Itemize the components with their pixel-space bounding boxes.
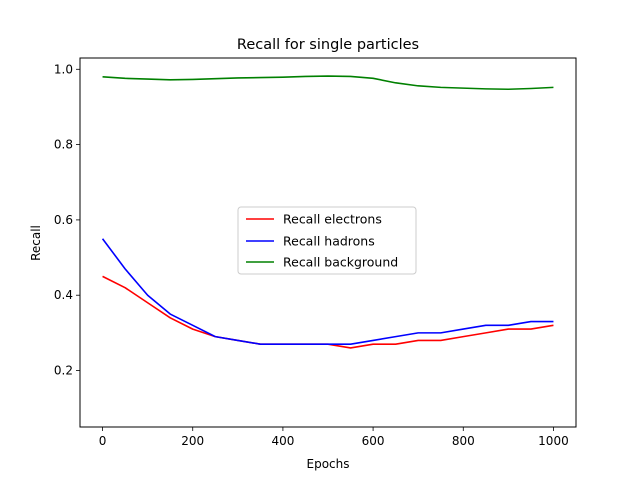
series-line-2 (102, 75, 554, 91)
x-tick-label: 600 (362, 434, 385, 448)
x-tick-label: 400 (271, 434, 294, 448)
x-tick-label: 1000 (538, 434, 569, 448)
x-tick-label: 200 (181, 434, 204, 448)
y-tick-label: 0.8 (54, 138, 73, 152)
y-axis-label: Recall (29, 225, 43, 261)
x-tick-label: 0 (99, 434, 107, 448)
plot-frame (79, 57, 577, 428)
legend-box (237, 206, 417, 275)
x-tick-label: 800 (452, 434, 475, 448)
chart-title: Recall for single particles (237, 37, 419, 53)
legend-label-hadrons: Recall hadrons (283, 234, 375, 249)
series-line-1 (101, 238, 554, 345)
x-axis: 0 200 400 600 800 1000 (99, 427, 569, 448)
y-tick-label: 0.2 (54, 364, 73, 378)
y-axis: 0.2 0.4 0.6 0.8 1.0 (54, 62, 80, 378)
legend-label-electrons: Recall electrons (283, 212, 382, 227)
legend: Recall electrons Recall hadrons Recall b… (237, 206, 417, 275)
plot-lines (101, 75, 554, 349)
x-axis-label: Epochs (307, 457, 350, 471)
legend-label-background: Recall background (283, 255, 398, 270)
y-tick-label: 1.0 (54, 62, 73, 76)
y-tick-label: 0.4 (54, 288, 73, 302)
y-tick-label: 0.6 (54, 213, 73, 227)
